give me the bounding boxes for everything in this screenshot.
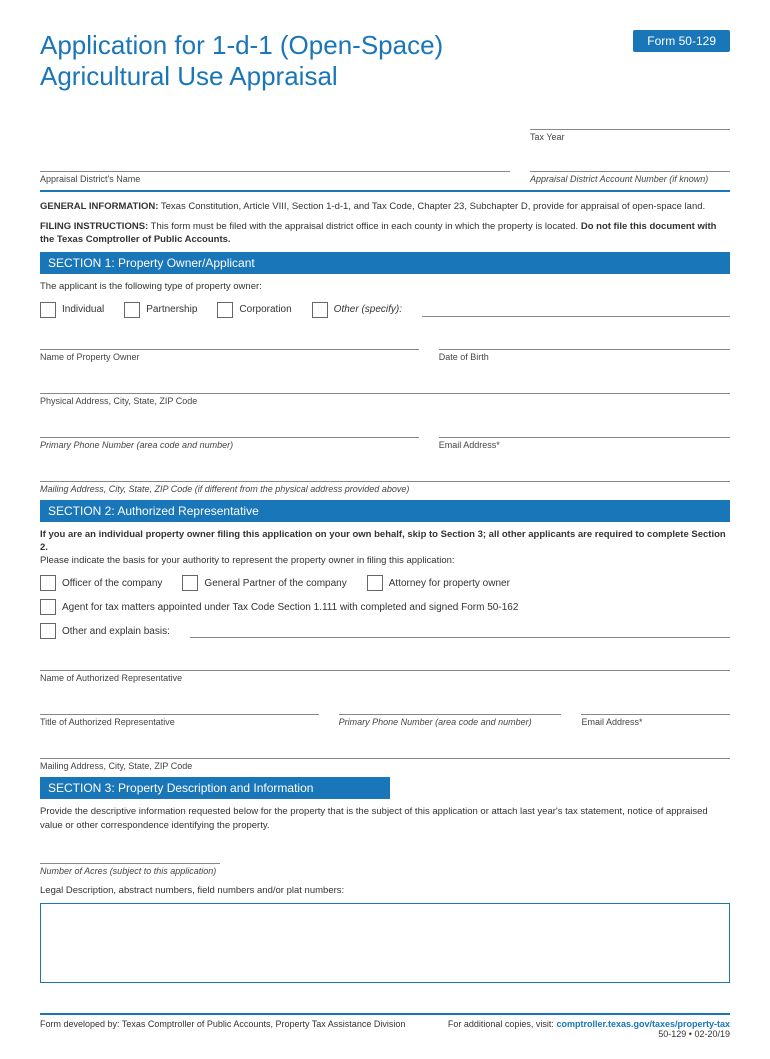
section2-intro-text: Please indicate the basis for your autho… <box>40 555 455 566</box>
section2-intro-bold: If you are an individual property owner … <box>40 529 726 553</box>
rep-name-input[interactable] <box>40 653 730 671</box>
rep-mailing-field: Mailing Address, City, State, ZIP Code <box>40 741 730 771</box>
rep-basis-row3: Other and explain basis: <box>40 623 730 639</box>
rep-email-input[interactable] <box>581 697 730 715</box>
checkbox-partner[interactable] <box>182 575 198 591</box>
rep-phone-label: Primary Phone Number (area code and numb… <box>339 717 562 727</box>
acres-field: Number of Acres (subject to this applica… <box>40 846 220 876</box>
divider <box>40 190 730 192</box>
checkbox-officer[interactable] <box>40 575 56 591</box>
general-info-body: Texas Constitution, Article VIII, Sectio… <box>158 201 705 212</box>
account-number-field: Appraisal District Account Number (if kn… <box>530 154 730 184</box>
checkbox-other-basis[interactable] <box>40 623 56 639</box>
filing-info-text: FILING INSTRUCTIONS: This form must be f… <box>40 220 730 247</box>
district-fields-row: Appraisal District's Name Appraisal Dist… <box>40 154 730 184</box>
rep-mailing-label: Mailing Address, City, State, ZIP Code <box>40 761 730 771</box>
checkbox-partnership[interactable] <box>124 302 140 318</box>
filing-label: FILING INSTRUCTIONS: <box>40 221 148 232</box>
legal-desc-input[interactable] <box>40 903 730 983</box>
rep-phone-field: Primary Phone Number (area code and numb… <box>339 697 562 727</box>
footer-right-text: For additional copies, visit: <box>448 1019 557 1029</box>
footer-version: 50-129 • 02-20/19 <box>658 1029 730 1039</box>
section2-intro: If you are an individual property owner … <box>40 528 730 568</box>
email-input[interactable] <box>439 420 730 438</box>
checkbox-attorney[interactable] <box>367 575 383 591</box>
header-row: Application for 1-d-1 (Open-Space) Agric… <box>40 30 730 92</box>
checkbox-corporation[interactable] <box>217 302 233 318</box>
checkbox-individual[interactable] <box>40 302 56 318</box>
mailing-address-input[interactable] <box>40 464 730 482</box>
district-name-field: Appraisal District's Name <box>40 154 510 184</box>
physical-address-field: Physical Address, City, State, ZIP Code <box>40 376 730 406</box>
footer: Form developed by: Texas Comptroller of … <box>40 1013 730 1039</box>
mailing-address-label: Mailing Address, City, State, ZIP Code (… <box>40 484 730 494</box>
legal-desc-label: Legal Description, abstract numbers, fie… <box>40 884 730 897</box>
label-partnership: Partnership <box>146 304 197 315</box>
section3-header: SECTION 3: Property Description and Info… <box>40 777 390 799</box>
acres-input[interactable] <box>40 846 220 864</box>
account-number-input[interactable] <box>530 154 730 172</box>
rep-email-label: Email Address* <box>581 717 730 727</box>
rep-name-field: Name of Authorized Representative <box>40 653 730 683</box>
label-agent: Agent for tax matters appointed under Ta… <box>62 602 518 613</box>
owner-name-field: Name of Property Owner <box>40 332 419 362</box>
tax-year-input[interactable] <box>530 112 730 130</box>
other-specify-input[interactable] <box>422 303 730 317</box>
other-basis-input[interactable] <box>190 624 730 638</box>
dob-input[interactable] <box>439 332 730 350</box>
section1-intro: The applicant is the following type of p… <box>40 280 730 293</box>
district-name-label: Appraisal District's Name <box>40 174 510 184</box>
rep-mailing-input[interactable] <box>40 741 730 759</box>
phone-field: Primary Phone Number (area code and numb… <box>40 420 419 450</box>
page-title: Application for 1-d-1 (Open-Space) Agric… <box>40 30 540 92</box>
section1-header: SECTION 1: Property Owner/Applicant <box>40 252 730 274</box>
rep-basis-row2: Agent for tax matters appointed under Ta… <box>40 599 730 615</box>
section3-intro: Provide the descriptive information requ… <box>40 805 730 832</box>
email-field: Email Address* <box>439 420 730 450</box>
label-attorney: Attorney for property owner <box>389 578 510 589</box>
footer-link: comptroller.texas.gov/taxes/property-tax <box>556 1019 730 1029</box>
label-individual: Individual <box>62 304 104 315</box>
acres-label: Number of Acres (subject to this applica… <box>40 866 220 876</box>
physical-address-input[interactable] <box>40 376 730 394</box>
phone-input[interactable] <box>40 420 419 438</box>
owner-name-input[interactable] <box>40 332 419 350</box>
tax-year-field: Tax Year <box>530 112 730 142</box>
email-label: Email Address* <box>439 440 730 450</box>
general-info-text: GENERAL INFORMATION: Texas Constitution,… <box>40 200 730 213</box>
account-number-label: Appraisal District Account Number (if kn… <box>530 174 730 184</box>
label-other-basis: Other and explain basis: <box>62 626 170 637</box>
district-name-input[interactable] <box>40 154 510 172</box>
rep-name-label: Name of Authorized Representative <box>40 673 730 683</box>
label-partner: General Partner of the company <box>204 578 346 589</box>
rep-title-label: Title of Authorized Representative <box>40 717 319 727</box>
label-other: Other (specify): <box>334 304 402 315</box>
rep-title-input[interactable] <box>40 697 319 715</box>
owner-name-dob-row: Name of Property Owner Date of Birth <box>40 332 730 362</box>
phone-label: Primary Phone Number (area code and numb… <box>40 440 419 450</box>
rep-title-field: Title of Authorized Representative <box>40 697 319 727</box>
rep-email-field: Email Address* <box>581 697 730 727</box>
rep-title-phone-email-row: Title of Authorized Representative Prima… <box>40 697 730 727</box>
filing-body: This form must be filed with the apprais… <box>148 221 581 232</box>
form-number-badge: Form 50-129 <box>633 30 730 52</box>
checkbox-other[interactable] <box>312 302 328 318</box>
rep-phone-input[interactable] <box>339 697 562 715</box>
dob-field: Date of Birth <box>439 332 730 362</box>
owner-type-row: Individual Partnership Corporation Other… <box>40 302 730 318</box>
general-info-label: GENERAL INFORMATION: <box>40 201 158 212</box>
section2-header: SECTION 2: Authorized Representative <box>40 500 730 522</box>
rep-basis-row1: Officer of the company General Partner o… <box>40 575 730 591</box>
label-officer: Officer of the company <box>62 578 162 589</box>
mailing-address-field: Mailing Address, City, State, ZIP Code (… <box>40 464 730 494</box>
physical-address-label: Physical Address, City, State, ZIP Code <box>40 396 730 406</box>
owner-name-label: Name of Property Owner <box>40 352 419 362</box>
checkbox-agent[interactable] <box>40 599 56 615</box>
label-corporation: Corporation <box>239 304 291 315</box>
dob-label: Date of Birth <box>439 352 730 362</box>
footer-left: Form developed by: Texas Comptroller of … <box>40 1019 405 1039</box>
tax-year-label: Tax Year <box>530 132 730 142</box>
phone-email-row: Primary Phone Number (area code and numb… <box>40 420 730 450</box>
footer-right: For additional copies, visit: comptrolle… <box>448 1019 730 1039</box>
